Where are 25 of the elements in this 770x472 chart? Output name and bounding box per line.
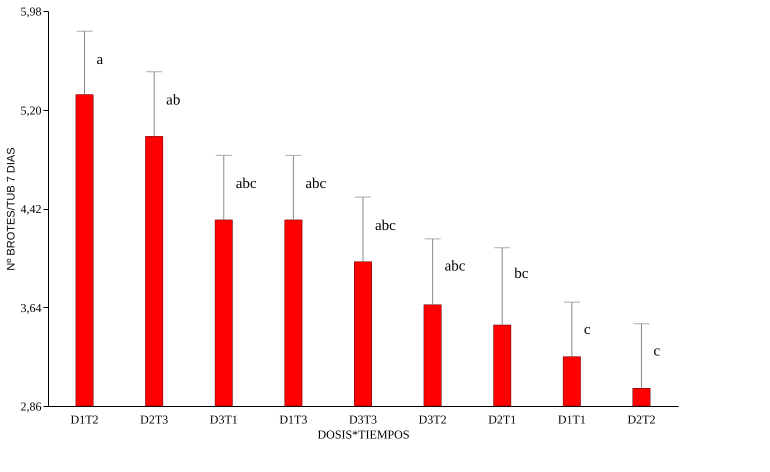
annotation: abc <box>375 218 396 234</box>
y-tick-label: 2,86 <box>20 400 42 414</box>
x-tick-label: D3T1 <box>210 412 238 426</box>
x-tick-label: D1T1 <box>558 412 586 426</box>
annotation: ab <box>166 92 180 109</box>
annotation: a <box>96 52 104 68</box>
y-tick-label: 5,20 <box>20 103 42 118</box>
annotation: abc <box>236 176 257 192</box>
y-tick-label: 4,42 <box>20 202 42 216</box>
annotation: c <box>584 322 591 338</box>
x-axis-title: DOSIS*TIEMPOS <box>317 428 410 442</box>
x-tick-label: D3T3 <box>349 412 377 426</box>
x-tick-label: D2T3 <box>140 412 168 426</box>
y-tick-label: 3,64 <box>20 300 42 315</box>
annotation: bc <box>514 266 529 282</box>
y-tick-label: 5,98 <box>20 4 42 18</box>
x-tick-label: D2T2 <box>627 412 656 426</box>
x-tick-label: D3T2 <box>418 412 447 426</box>
annotation: c <box>653 343 660 360</box>
x-tick-label: D1T3 <box>279 412 308 426</box>
annotation: abc <box>305 176 327 192</box>
y-axis-title: Nº BROTES/TUB 7 DIAS <box>6 147 18 271</box>
annotation: abc <box>444 258 466 274</box>
x-tick-label: D2T1 <box>488 412 516 426</box>
x-tick-label: D1T2 <box>70 412 99 426</box>
